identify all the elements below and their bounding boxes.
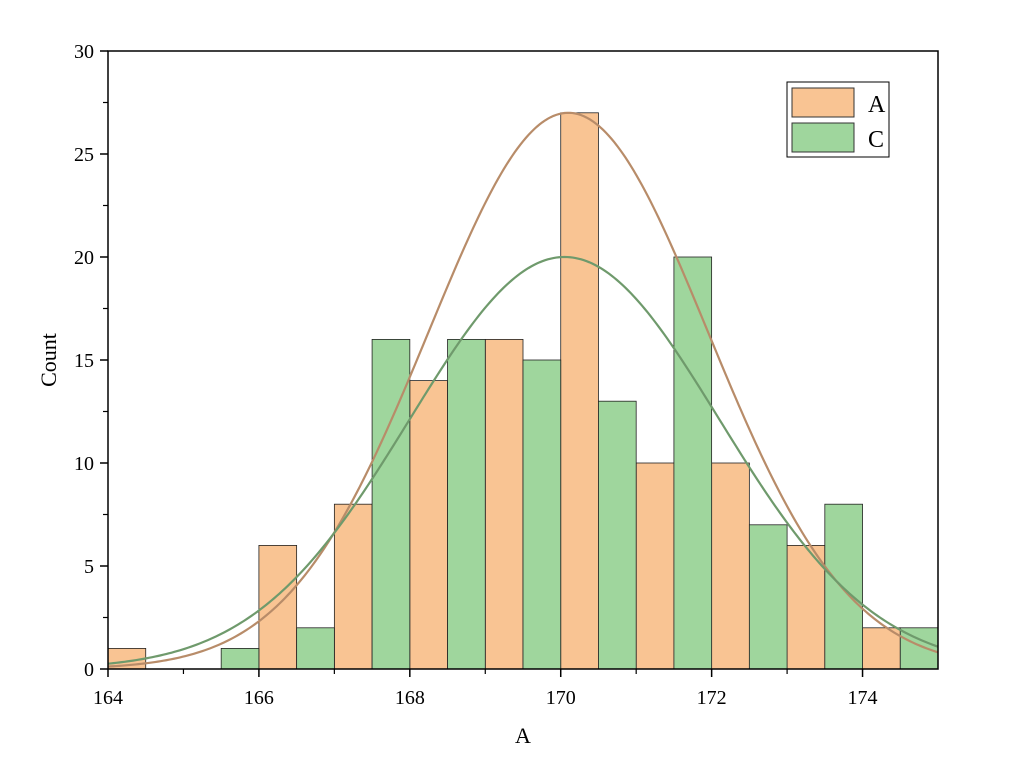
y-tick-label: 15 [74,350,94,372]
legend-swatch-a [791,87,855,118]
x-tick-label: 164 [93,687,123,709]
legend: A C [786,81,890,158]
bar-c-4 [522,359,562,670]
bar-a-3 [409,380,448,670]
x-axis-label: A [515,723,531,748]
legend-swatch-c [791,122,855,153]
bar-a-6 [635,462,675,670]
bar-c-0 [220,648,260,670]
fit-curve-c [107,255,939,665]
fit-curves-layer [107,111,939,668]
x-tick-label: 166 [244,687,274,709]
bar-c-5 [598,400,637,670]
bar-a-5 [560,112,599,670]
fit-curve-a [107,111,939,668]
bar-a-7 [711,462,750,670]
bar-c-8 [824,503,863,670]
y-axis-label: Count [36,333,61,387]
bar-a-2 [333,503,373,670]
x-tick-label: 174 [848,687,878,709]
y-tick-label: 25 [74,144,94,166]
bar-a-1 [258,545,298,670]
bar-a-8 [786,545,826,670]
x-tick-label: 168 [395,687,425,709]
x-tick-label: 170 [546,687,576,709]
bar-c-1 [296,627,335,670]
y-tick-label: 5 [84,556,94,578]
bar-c-7 [748,524,788,670]
y-tick-label: 0 [84,659,94,681]
y-tick-label: 20 [74,247,94,269]
y-tick-label: 10 [74,453,94,475]
legend-label-a: A [868,92,886,118]
bar-a-4 [484,338,524,670]
bar-a-9 [862,627,901,670]
y-tick-label: 30 [74,41,94,63]
legend-label-c: C [868,127,884,153]
ticks-layer: 164 166 168 170 172 174 0 5 10 15 20 25 30 [74,41,878,709]
bar-c-3 [447,338,486,670]
bar-c-6 [673,256,713,670]
x-tick-label: 172 [697,687,727,709]
bars-layer [107,112,939,670]
